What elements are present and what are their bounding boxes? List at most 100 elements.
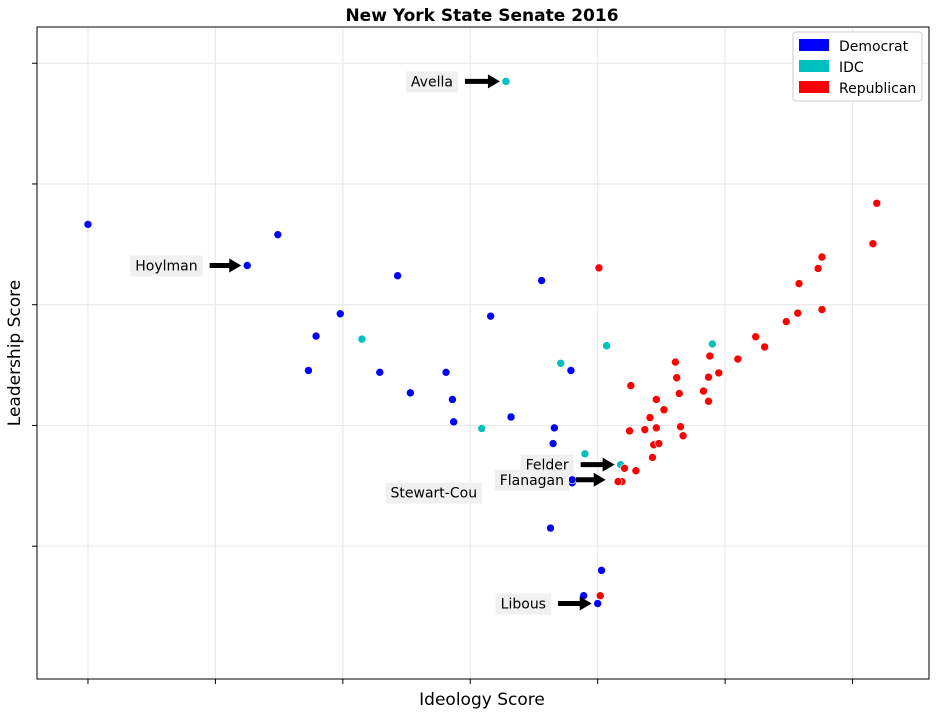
point-democrat-24 — [597, 566, 606, 575]
point-republican-14 — [704, 372, 713, 382]
point-republican-17 — [699, 386, 708, 396]
annotation-box-libous — [495, 593, 551, 615]
legend-swatch-democrat — [799, 39, 829, 51]
point-idc-4 — [602, 341, 611, 351]
point-democrat-9 — [406, 388, 415, 398]
annotation-arrowhead-hoylman — [229, 258, 242, 273]
point-democrat-23 — [593, 599, 602, 608]
annotations-layer: Avella Hoylman Felder Stewart-Cou Flanagan Li… — [130, 71, 615, 615]
annotation-flanagan: Flanagan — [494, 469, 606, 491]
legend: Democrat IDC Republican — [792, 31, 923, 102]
point-democrat-2 — [242, 261, 252, 270]
point-republican-36 — [595, 591, 605, 600]
point-idc-3 — [556, 358, 566, 368]
point-republican-12 — [705, 351, 715, 361]
point-republican-30 — [648, 453, 657, 462]
point-republican-20 — [652, 395, 661, 404]
annotation-box-stewart-cou — [385, 482, 483, 504]
point-republican-1 — [872, 198, 882, 208]
point-democrat-21 — [567, 475, 577, 485]
annotation-label-stewart-cou: Stewart-Cou — [391, 486, 478, 502]
annotation-stewart-cou: Stewart-Cou — [385, 482, 483, 504]
point-republican-29 — [678, 431, 688, 441]
chart-title: New York State Senate 2016 — [345, 6, 618, 26]
annotation-libous: Libous — [495, 593, 592, 615]
annotation-label-hoylman: Hoylman — [135, 258, 197, 274]
annotation-label-flanagan: Flanagan — [500, 473, 564, 489]
point-democrat-15 — [566, 366, 576, 375]
annotation-label-felder: Felder — [526, 458, 569, 474]
y-axis-label: Leadership Score — [5, 280, 25, 426]
point-democrat-14 — [506, 412, 516, 422]
annotation-box-flanagan — [494, 469, 570, 491]
point-republican-27 — [674, 389, 684, 398]
point-republican-11 — [733, 354, 743, 364]
point-republican-21 — [659, 405, 669, 415]
point-republican-6 — [817, 305, 827, 314]
point-democrat-5 — [311, 331, 321, 341]
point-democrat-20 — [550, 423, 559, 433]
ticks-layer — [32, 62, 854, 684]
point-democrat-3 — [393, 271, 402, 281]
point-republican-15 — [671, 357, 680, 367]
point-republican-2 — [868, 239, 878, 249]
point-idc-7 — [708, 339, 717, 349]
point-republican-5 — [794, 279, 804, 288]
point-republican-34 — [613, 477, 623, 486]
point-idc-1 — [357, 334, 367, 344]
point-democrat-16 — [548, 439, 558, 448]
annotation-arrowhead-avella — [487, 74, 500, 89]
point-republican-31 — [704, 396, 713, 406]
point-idc-0 — [501, 77, 511, 86]
point-republican-28 — [676, 422, 685, 431]
point-republican-22 — [645, 413, 655, 422]
point-democrat-0 — [83, 220, 93, 229]
legend-swatch-republican — [799, 81, 829, 93]
annotation-avella: Avella — [405, 71, 500, 93]
legend-swatch-idc — [799, 60, 829, 72]
point-republican-26 — [640, 425, 650, 434]
points-layer — [83, 77, 882, 608]
annotation-arrowhead-flanagan — [593, 472, 606, 487]
point-republican-7 — [793, 308, 803, 318]
annotation-label-avella: Avella — [411, 74, 453, 90]
point-republican-0 — [594, 263, 604, 273]
point-republican-10 — [760, 342, 769, 352]
grid-layer — [37, 27, 929, 679]
point-democrat-10 — [448, 395, 457, 404]
point-democrat-18 — [546, 523, 555, 533]
point-republican-25 — [652, 423, 661, 433]
point-democrat-8 — [441, 368, 451, 377]
point-republican-19 — [625, 426, 634, 436]
point-democrat-7 — [375, 368, 385, 377]
point-democrat-11 — [449, 417, 458, 427]
legend-label-republican: Republican — [839, 81, 916, 97]
point-democrat-1 — [273, 230, 283, 239]
point-democrat-12 — [486, 311, 495, 321]
point-idc-2 — [477, 424, 487, 433]
annotation-box-avella — [405, 71, 458, 93]
legend-label-idc: IDC — [839, 60, 864, 76]
annotation-hoylman: Hoylman — [130, 255, 242, 277]
point-republican-18 — [626, 381, 636, 390]
point-republican-32 — [620, 464, 629, 473]
legend-label-democrat: Democrat — [839, 39, 909, 55]
annotation-label-libous: Libous — [501, 597, 546, 613]
point-republican-3 — [817, 252, 827, 262]
x-axis-label: Ideology Score — [419, 690, 545, 710]
point-democrat-13 — [537, 276, 546, 285]
point-republican-24 — [654, 439, 664, 448]
point-republican-9 — [751, 332, 760, 342]
point-democrat-6 — [304, 366, 313, 375]
annotation-arrowhead-felder — [602, 457, 615, 472]
annotation-arrowhead-libous — [579, 596, 592, 611]
point-democrat-4 — [335, 309, 345, 319]
point-republican-4 — [813, 264, 823, 273]
plot-frame — [36, 26, 930, 680]
point-idc-5 — [580, 449, 590, 459]
point-republican-35 — [631, 466, 641, 476]
point-republican-8 — [781, 317, 791, 326]
point-republican-13 — [714, 368, 724, 378]
point-republican-16 — [672, 373, 681, 383]
